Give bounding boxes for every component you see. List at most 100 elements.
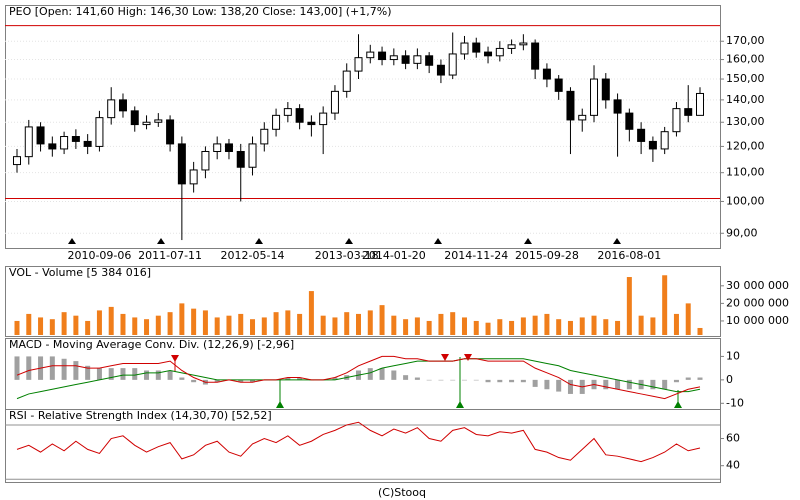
volume-bar bbox=[591, 315, 597, 335]
candle-body bbox=[601, 78, 610, 101]
volume-bar bbox=[49, 319, 55, 335]
histogram-bar bbox=[485, 379, 491, 383]
panel-title: MACD - Moving Average Conv. Div. (12,26,… bbox=[9, 338, 294, 351]
volume-bar bbox=[626, 277, 632, 335]
candle-body bbox=[107, 99, 116, 119]
y-tick-label: 10 bbox=[726, 349, 740, 362]
volume-bar bbox=[96, 310, 102, 335]
histogram-bar bbox=[403, 375, 409, 380]
volume-bar bbox=[85, 320, 91, 335]
y-tick-label: 10 000 000 bbox=[726, 314, 789, 327]
volume-bar bbox=[356, 313, 361, 335]
histogram-bar bbox=[438, 379, 444, 381]
histogram-bar bbox=[191, 379, 197, 383]
histogram-bar bbox=[450, 379, 456, 381]
histogram-bar bbox=[673, 379, 679, 383]
volume-bar bbox=[450, 312, 456, 335]
volume-bar bbox=[120, 313, 126, 335]
histogram-bar bbox=[497, 379, 503, 383]
volume-bar bbox=[179, 303, 185, 335]
volume-bar bbox=[108, 306, 114, 335]
volume-bar bbox=[615, 320, 621, 335]
volume-bar bbox=[603, 319, 609, 335]
volume-bar bbox=[250, 319, 256, 335]
candle-body bbox=[130, 110, 139, 126]
volume-bar bbox=[662, 275, 668, 335]
candle-body bbox=[413, 55, 422, 64]
volume-bar bbox=[497, 319, 503, 335]
volume-bar bbox=[461, 317, 467, 335]
histogram-bar bbox=[179, 377, 185, 380]
x-tick-label: 2016-08-01 bbox=[597, 249, 661, 262]
volume-bar bbox=[132, 317, 138, 335]
indicator-line bbox=[16, 421, 701, 463]
histogram-bar bbox=[26, 356, 32, 380]
candle-body bbox=[60, 136, 69, 150]
y-tick-label: 40 bbox=[726, 459, 740, 472]
x-tick-label: 2012-05-14 bbox=[221, 249, 285, 262]
volume-bar bbox=[567, 320, 573, 335]
histogram-bar bbox=[556, 379, 562, 392]
candle-body bbox=[13, 156, 21, 166]
panel-title: PEO [Open: 141,60 High: 146,30 Low: 138,… bbox=[9, 5, 392, 18]
histogram-bar bbox=[520, 379, 526, 383]
histogram-bar bbox=[73, 361, 79, 380]
x-tick-label: 2015-09-28 bbox=[515, 249, 579, 262]
candle-body bbox=[354, 57, 363, 72]
candle-body bbox=[83, 140, 92, 147]
candle-body bbox=[36, 126, 45, 145]
candle-body bbox=[95, 117, 104, 147]
candle-body bbox=[71, 136, 80, 142]
candle-body bbox=[696, 92, 704, 116]
x-tick-label: 2014-11-24 bbox=[444, 249, 508, 262]
candle-body bbox=[507, 44, 516, 49]
volume-bar bbox=[214, 317, 220, 335]
candle-body bbox=[177, 143, 186, 185]
y-tick-label: 30 000 000 bbox=[726, 279, 789, 292]
volume-bar bbox=[638, 315, 644, 335]
volume-bar bbox=[14, 320, 20, 335]
histogram-bar bbox=[96, 368, 102, 380]
volume-bar bbox=[332, 317, 338, 335]
candle-body bbox=[201, 150, 210, 171]
x-tick-label: 2014-01-20 bbox=[362, 249, 426, 262]
histogram-bar bbox=[544, 379, 550, 390]
candle-body bbox=[425, 55, 434, 66]
year-markers bbox=[68, 238, 621, 244]
y-tick-label: 150,00 bbox=[726, 72, 765, 85]
x-tick-label: 2011-07-11 bbox=[138, 249, 202, 262]
volume-bar bbox=[379, 305, 385, 335]
candle-body bbox=[660, 131, 669, 150]
candle-body bbox=[248, 143, 257, 168]
indicator-line bbox=[16, 358, 701, 400]
volume-bar bbox=[685, 303, 691, 335]
candle-body bbox=[260, 128, 269, 145]
histogram-bar bbox=[414, 377, 420, 380]
volume-bar bbox=[403, 319, 409, 335]
volume-bar bbox=[61, 312, 67, 335]
candle-body bbox=[272, 114, 281, 130]
candle-body bbox=[566, 90, 575, 121]
histogram-bar bbox=[685, 377, 691, 380]
volume-bar bbox=[438, 313, 444, 335]
volume-bar bbox=[261, 317, 267, 335]
candle-body bbox=[495, 47, 504, 57]
candle-body bbox=[224, 143, 233, 152]
histogram-bar bbox=[391, 370, 397, 380]
x-tick-label: 2010-09-06 bbox=[67, 249, 131, 262]
volume-bar bbox=[191, 308, 197, 335]
panel-title: RSI - Relative Strength Index (14,30,70)… bbox=[9, 409, 272, 422]
candle-body bbox=[648, 140, 657, 150]
candle-body bbox=[283, 108, 292, 116]
histogram-bar bbox=[650, 379, 656, 390]
volume-bar bbox=[155, 315, 161, 335]
candle-body bbox=[401, 55, 410, 64]
y-tick-label: 110,00 bbox=[726, 166, 765, 179]
histogram-bar bbox=[14, 356, 20, 380]
volume-bar bbox=[320, 315, 326, 335]
y-tick-label: -10 bbox=[726, 396, 744, 409]
candle-body bbox=[542, 68, 551, 80]
volume-bar bbox=[367, 310, 373, 335]
histogram-bar bbox=[49, 356, 55, 380]
candle-body bbox=[24, 126, 33, 158]
